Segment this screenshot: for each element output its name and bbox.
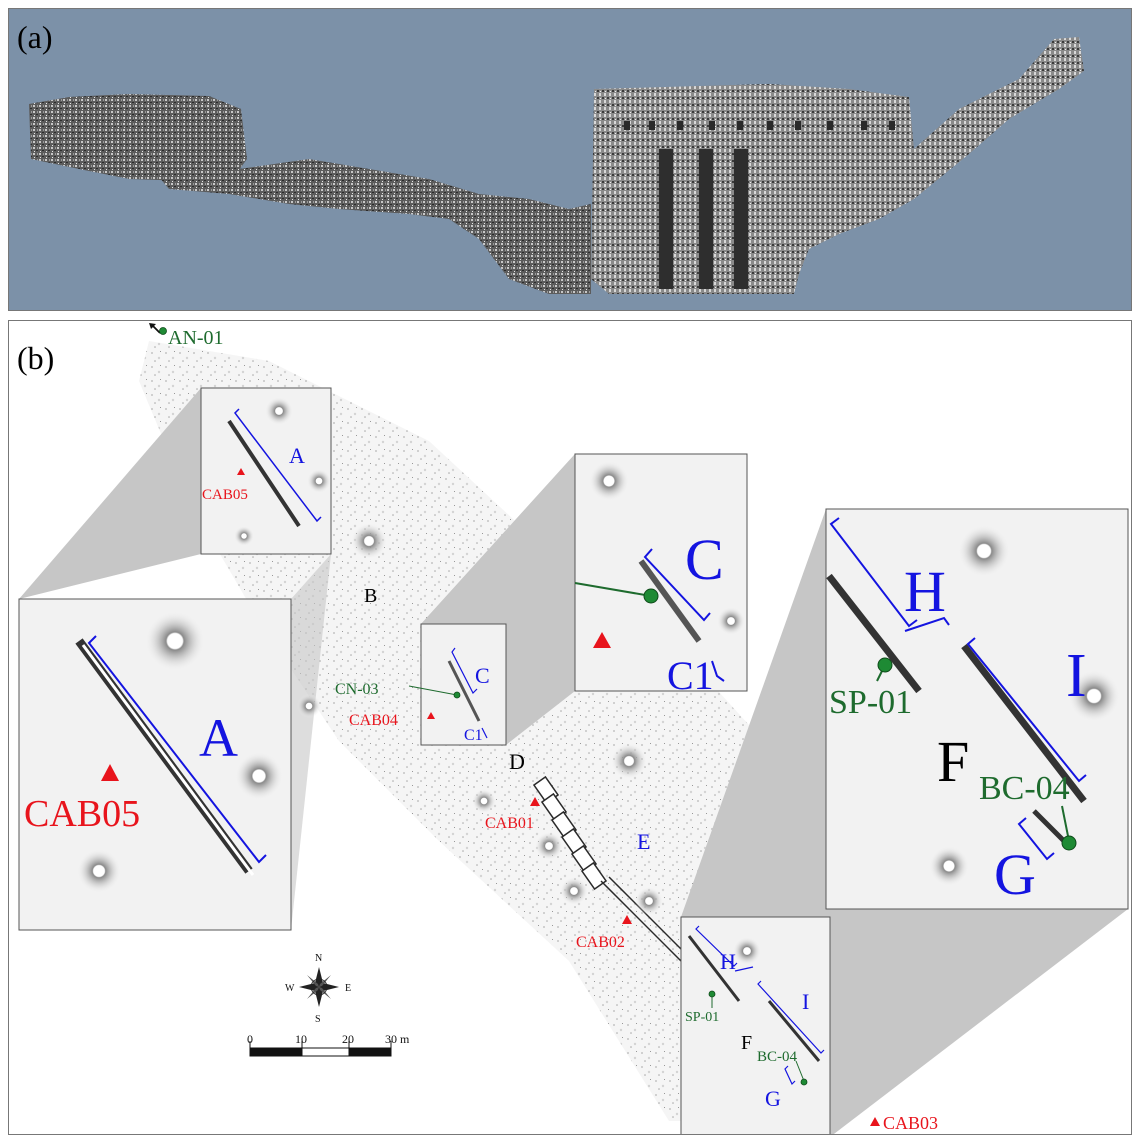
section-h-small-label: H bbox=[720, 949, 736, 974]
section-e-label: E bbox=[637, 829, 650, 854]
section-f-small-label: F bbox=[741, 1032, 752, 1054]
point-cloud-render bbox=[29, 37, 1084, 294]
an01-arrow-icon bbox=[149, 323, 167, 335]
cab03-marker bbox=[870, 1117, 880, 1126]
scale-tick-20: 20 bbox=[342, 1032, 354, 1046]
section-f-big-label: F bbox=[937, 729, 969, 794]
cab05-big-label: CAB05 bbox=[24, 793, 140, 835]
inset-a-small bbox=[200, 387, 332, 555]
panel-a-label: (a) bbox=[17, 19, 53, 55]
scale-tick-30: 30 m bbox=[385, 1032, 410, 1046]
castle-wall-shape bbox=[591, 37, 1084, 294]
section-b-label: B bbox=[364, 585, 377, 607]
sp01-small-label: SP-01 bbox=[685, 1010, 719, 1025]
section-g-big-label: G bbox=[994, 842, 1036, 907]
cab02-label: CAB02 bbox=[576, 934, 625, 951]
bc04-big-label: BC-04 bbox=[979, 770, 1070, 807]
section-c1-big-label: C1 bbox=[667, 653, 714, 698]
section-c-small-label: C bbox=[475, 663, 490, 688]
section-g-small-label: G bbox=[765, 1086, 781, 1111]
cab05-small-label: CAB05 bbox=[202, 487, 248, 503]
left-cliff-shape bbox=[29, 94, 247, 181]
bc04-small-label: BC-04 bbox=[757, 1049, 798, 1065]
shade-a-right bbox=[291, 554, 331, 930]
section-a-big-label: A bbox=[199, 708, 238, 768]
cab04-label: CAB04 bbox=[349, 712, 398, 729]
section-i-big-label: I bbox=[1066, 642, 1087, 710]
map-canvas: (b) AN-01 A CAB05 A CAB05 B C C1 CN-03 C… bbox=[17, 323, 1129, 1134]
structure-e bbox=[532, 775, 710, 982]
scale-tick-0: 0 bbox=[247, 1032, 253, 1046]
section-a-small-label: A bbox=[289, 443, 305, 468]
cab03-label: CAB03 bbox=[883, 1113, 938, 1133]
panel-b-map: (b) AN-01 A CAB05 A CAB05 B C C1 CN-03 C… bbox=[8, 320, 1132, 1135]
compass-rose-icon bbox=[299, 967, 339, 1007]
panel-a-point-cloud: (a) bbox=[8, 8, 1132, 311]
section-i-small-label: I bbox=[802, 989, 809, 1014]
inset-c-big bbox=[574, 453, 748, 692]
panel-b-label: (b) bbox=[17, 340, 54, 376]
compass-e-label: E bbox=[345, 983, 351, 994]
valley-ridge-shape bbox=[159, 159, 591, 294]
compass-s-label: S bbox=[315, 1014, 321, 1025]
compass-n-label: N bbox=[315, 953, 322, 964]
section-c1-small-label: C1 bbox=[464, 727, 483, 744]
inset-f-small bbox=[680, 916, 831, 1134]
inset-a-big bbox=[18, 598, 292, 931]
compass-w-label: W bbox=[285, 983, 295, 994]
inset-f-big bbox=[825, 508, 1129, 910]
inset-c-small bbox=[408, 623, 507, 746]
cab02-marker bbox=[622, 915, 632, 924]
cab01-label: CAB01 bbox=[485, 815, 534, 832]
section-c-big-label: C bbox=[685, 527, 724, 592]
cab01-marker bbox=[530, 797, 540, 806]
section-h-big-label: H bbox=[904, 559, 946, 624]
cn03-label: CN-03 bbox=[335, 681, 379, 698]
shade-a-left bbox=[19, 388, 201, 599]
an01-label: AN-01 bbox=[168, 327, 224, 349]
scale-tick-10: 10 bbox=[295, 1032, 307, 1046]
section-d-label: D bbox=[509, 749, 525, 774]
sp01-big-label: SP-01 bbox=[829, 684, 912, 721]
scale-bar bbox=[249, 1041, 392, 1057]
castle-crenellations bbox=[624, 121, 895, 130]
castle-columns bbox=[659, 149, 748, 289]
